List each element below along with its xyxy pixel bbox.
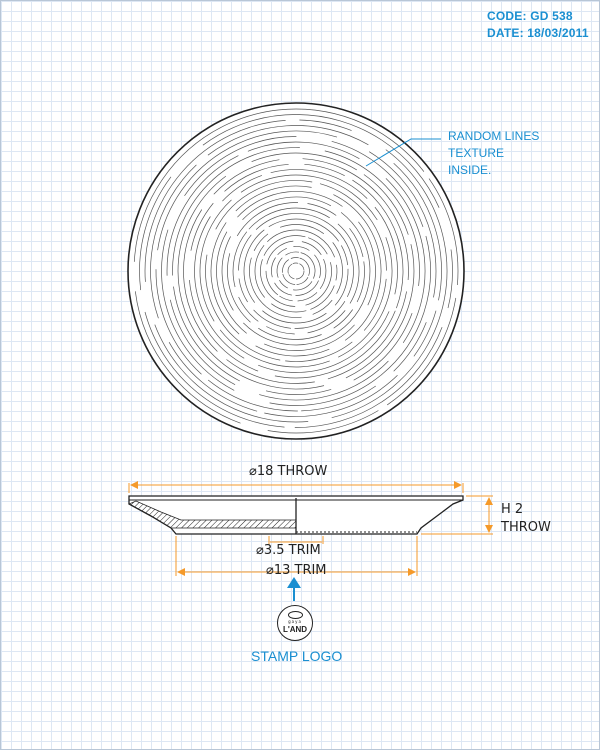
height-label-line1: H 2	[501, 501, 551, 519]
throw-diameter-label: ⌀18 THROW	[249, 464, 327, 479]
trim-large-label: ⌀13 TRIM	[266, 563, 327, 578]
texture-note: RANDOM LINES TEXTURE INSIDE.	[448, 128, 598, 179]
texture-note-line2: INSIDE.	[448, 162, 598, 179]
plate-side-profile	[129, 496, 463, 534]
plate-top-view-outline	[128, 103, 464, 439]
texture-note-line1: RANDOM LINES TEXTURE	[448, 128, 598, 162]
height-label: H 2 THROW	[501, 501, 551, 537]
logo-mark	[288, 611, 303, 619]
logo-small-text: gaya	[278, 619, 312, 624]
height-label-line2: THROW	[501, 519, 551, 537]
stamp-logo: gaya L'AND	[277, 605, 313, 641]
arrow-up-icon	[287, 577, 301, 601]
logo-brand-text: L'AND	[278, 625, 312, 634]
trim-small-label: ⌀3.5 TRIM	[256, 543, 321, 558]
stamp-logo-label: STAMP LOGO	[251, 648, 342, 664]
